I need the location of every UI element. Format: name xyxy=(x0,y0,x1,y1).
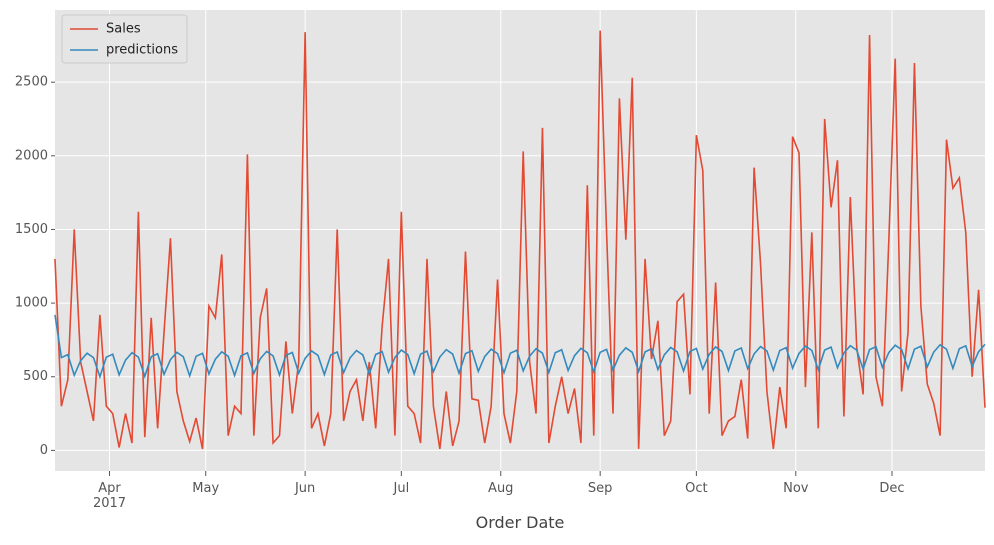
legend-box xyxy=(61,14,188,64)
x-tick-label: May xyxy=(192,481,220,496)
legend: Sales predictions xyxy=(61,14,188,64)
legend-label: predictions xyxy=(106,43,178,58)
y-tick-label: 500 xyxy=(23,369,48,384)
x-tick-label: Oct xyxy=(685,481,708,496)
x-tick-label: Apr 2017 xyxy=(92,481,127,511)
x-tick-label: Sep xyxy=(587,481,613,496)
x-tick-label: Nov xyxy=(783,481,809,496)
y-tick-label: 2000 xyxy=(15,148,48,163)
x-tick-label: Jun xyxy=(294,481,316,496)
data-line xyxy=(54,30,986,450)
x-tick-label: Aug xyxy=(488,481,514,496)
y-tick-label: 1500 xyxy=(15,222,48,237)
y-tick-label: 0 xyxy=(40,443,48,458)
x-axis-label: Order Date xyxy=(475,513,565,532)
y-tick-label: 1000 xyxy=(15,296,48,311)
x-tick-label: Jul xyxy=(393,481,410,496)
data-line xyxy=(54,314,986,380)
y-tick-label: 2500 xyxy=(15,75,48,90)
legend-label: Sales xyxy=(106,22,141,37)
plot-area xyxy=(55,10,985,471)
x-tick-label: Dec xyxy=(879,481,905,496)
